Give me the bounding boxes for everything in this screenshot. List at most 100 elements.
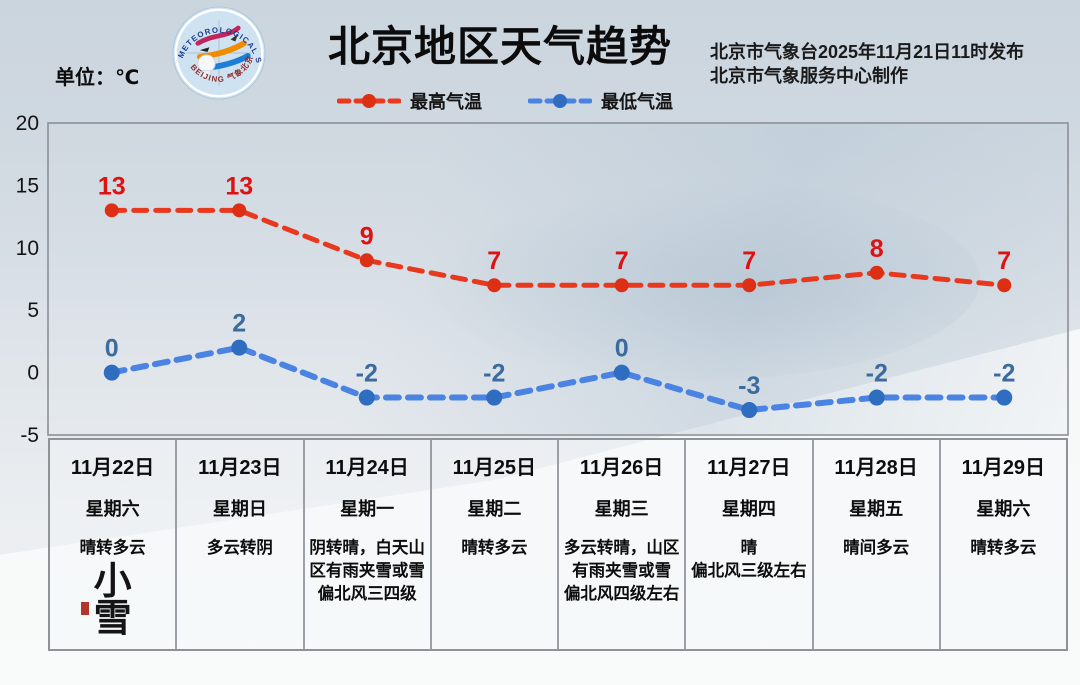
day-weekday: 星期五	[849, 499, 904, 519]
day-column-1: 11月22日 星期六晴转多云小雪	[50, 440, 178, 649]
day-date: 11月26日	[579, 457, 664, 479]
y-tick-label: -5	[20, 424, 39, 447]
y-tick-label: 0	[27, 362, 39, 385]
day-column-7: 11月28日 星期五晴间多云	[814, 440, 941, 649]
data-point-label: 8	[870, 235, 884, 263]
solar-term-character: 小	[93, 557, 132, 603]
day-column-6: 11月27日 星期四晴偏北风三级左右	[686, 440, 814, 649]
day-date: 11月25日	[452, 457, 537, 479]
data-point	[104, 203, 119, 218]
data-point-label: -2	[483, 360, 505, 388]
data-point-label: -2	[866, 360, 888, 388]
day-weekday: 星期二	[467, 499, 522, 519]
y-tick-label: 20	[16, 112, 39, 135]
day-weekday: 星期六	[85, 499, 140, 519]
data-point	[997, 278, 1012, 293]
day-weekday: 星期一	[340, 499, 395, 519]
day-column-5: 11月26日 星期三多云转晴，山区有雨夹雪或雪 偏北风四级左右	[559, 440, 687, 649]
data-point-label: 7	[997, 247, 1011, 275]
day-date: 11月27日	[707, 457, 791, 479]
day-weekday: 星期三	[594, 499, 649, 519]
day-column-4: 11月25日 星期二晴转多云	[432, 440, 559, 649]
weather-line: 晴转多云	[970, 539, 1037, 557]
day-weather-description: 晴转多云	[941, 537, 1066, 560]
y-tick-label: 10	[16, 237, 39, 260]
data-point-label: 2	[232, 310, 246, 338]
data-point	[103, 364, 120, 381]
plot-border	[47, 122, 1069, 436]
weather-line: 偏北风三四级	[317, 584, 417, 603]
weather-line: 偏北风四级左右	[563, 584, 680, 603]
day-date: 11月24日	[325, 457, 409, 479]
data-point	[996, 389, 1013, 406]
chart-legend: 最高气温 最低气温	[337, 88, 673, 114]
high-temp-line-marker-icon	[337, 94, 401, 108]
data-point	[231, 339, 248, 356]
weather-line: 多云转阴	[206, 539, 273, 557]
day-date: 11月28日	[834, 457, 918, 479]
day-weather-description: 多云转晴，山区有雨夹雪或雪 偏北风四级左右	[559, 537, 684, 605]
data-point	[868, 389, 885, 406]
legend-label-high-temp: 最高气温	[410, 92, 482, 112]
solar-term-calligraphy: 小雪	[80, 557, 132, 640]
day-column-2: 11月23日 星期日 多云转阴	[177, 440, 305, 649]
series-line-low	[108, 344, 1008, 414]
data-point	[741, 402, 758, 419]
day-date: 11月22日	[70, 457, 155, 479]
solar-term-character: 雪	[93, 595, 132, 640]
data-point-label: 7	[615, 247, 629, 275]
logo-bird-icon	[230, 33, 239, 42]
forecast-table: 11月22日 星期六 晴转多云小雪 11月23日 星期日 多云转阴 11月24日 星期一 阴转晴…	[48, 438, 1068, 651]
day-weekday: 星期日	[212, 499, 267, 519]
data-point	[613, 364, 630, 381]
data-point-label: 9	[360, 222, 374, 250]
day-weekday: 星期四	[721, 499, 776, 519]
data-point-label: 13	[225, 172, 253, 200]
data-point-label: -3	[738, 372, 760, 400]
day-date: 11月29日	[961, 457, 1046, 479]
data-point	[358, 389, 375, 406]
data-point-label: -2	[993, 360, 1015, 388]
weather-line: 晴转多云	[461, 539, 528, 557]
data-point	[232, 203, 247, 218]
beijing-meteorological-service-logo: METEOROLOGICAL SERVICE BEIJING 气象北京	[168, 5, 266, 100]
day-column-3: 11月24日 星期一阴转晴，白天山区有雨夹雪或雪偏北风三四级	[305, 440, 432, 649]
data-point	[486, 389, 503, 406]
data-point-label: 0	[615, 335, 629, 363]
day-weather-description: 晴偏北风三级左右	[686, 537, 811, 583]
weather-line: 晴转多云	[79, 539, 146, 557]
legend-item-high-temp: 最高气温	[337, 88, 482, 114]
day-weather-description: 阴转晴，白天山区有雨夹雪或雪偏北风三四级	[305, 537, 430, 605]
data-point-label: 0	[105, 335, 119, 363]
issuer-info: 北京市气象台2025年11月21日11时发布 北京市气象服务中心制作	[710, 40, 1024, 88]
legend-label-low-temp: 最低气温	[601, 92, 673, 112]
data-point-label: 7	[487, 247, 501, 275]
day-weather-description: 晴间多云	[814, 537, 939, 560]
y-tick-label: 5	[27, 299, 39, 322]
day-weekday: 星期六	[976, 499, 1031, 519]
legend-item-low-temp: 最低气温	[528, 88, 673, 114]
data-point-label: -2	[356, 360, 378, 388]
weather-line: 阴转晴，白天山区有雨夹雪或雪	[309, 539, 425, 580]
unit-label: 单位：℃	[55, 67, 140, 89]
data-point	[742, 278, 757, 293]
day-weather-description: 晴转多云	[432, 537, 557, 560]
issuer-line-2: 北京市气象服务中心制作	[710, 66, 908, 86]
data-point	[869, 265, 884, 280]
data-point-label: 7	[742, 247, 756, 275]
y-tick-label: 15	[16, 174, 39, 197]
day-weather-description: 多云转阴	[177, 537, 302, 560]
weather-line: 晴间多云	[843, 539, 910, 557]
data-point	[487, 278, 502, 293]
low-temp-line-marker-icon	[528, 94, 592, 108]
data-point	[359, 253, 374, 268]
data-point	[614, 278, 629, 293]
logo-swoosh-magenta	[195, 25, 241, 46]
data-point-label: 13	[98, 172, 126, 200]
day-weather-description: 晴转多云	[50, 537, 175, 560]
issuer-line-1: 北京市气象台2025年11月21日11时发布	[710, 42, 1025, 62]
weather-line: 晴	[740, 539, 758, 557]
series-line-high	[109, 207, 1007, 288]
temperature-trend-chart: 20 15 10 5 0 -5 13 13 9 7 7 7 8 7 0 2 -2 -2 0 -3 -2 -2	[16, 112, 1069, 447]
